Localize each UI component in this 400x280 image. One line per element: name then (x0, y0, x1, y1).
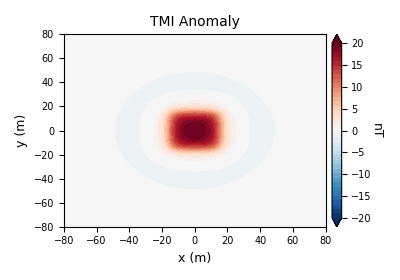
Y-axis label: nT: nT (370, 123, 383, 138)
Title: TMI Anomaly: TMI Anomaly (150, 15, 240, 29)
PathPatch shape (332, 34, 342, 43)
Y-axis label: y (m): y (m) (15, 114, 28, 147)
X-axis label: x (m): x (m) (178, 252, 211, 265)
PathPatch shape (332, 218, 342, 227)
